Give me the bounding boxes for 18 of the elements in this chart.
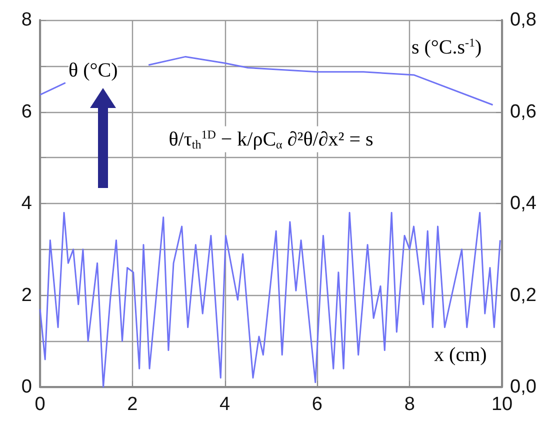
x-tick-label: 4 [220, 394, 231, 415]
x-tick-label: 8 [404, 394, 415, 415]
y-tick-label: 4 [21, 193, 32, 214]
y2-tick-label: 0,8 [510, 10, 536, 30]
x-axis-title: x (cm) [434, 344, 487, 366]
y-tick-label: 8 [21, 10, 32, 30]
y2-tick-label: 0,4 [510, 193, 537, 214]
y2-tick-label: 0,0 [510, 376, 536, 398]
y-axis-title: θ (°C) [68, 59, 118, 82]
x-tick-label: 10 [491, 394, 513, 415]
x-tick-label: 2 [127, 394, 138, 415]
y2-tick-label: 0,2 [510, 284, 536, 306]
y2-tick-label: 0,6 [510, 101, 536, 122]
y-tick-label: 0 [21, 376, 32, 398]
y-tick-label: 2 [21, 284, 32, 306]
y-tick-label: 6 [21, 101, 32, 122]
x-tick-label: 0 [34, 394, 46, 415]
x-tick-label: 6 [312, 394, 322, 415]
